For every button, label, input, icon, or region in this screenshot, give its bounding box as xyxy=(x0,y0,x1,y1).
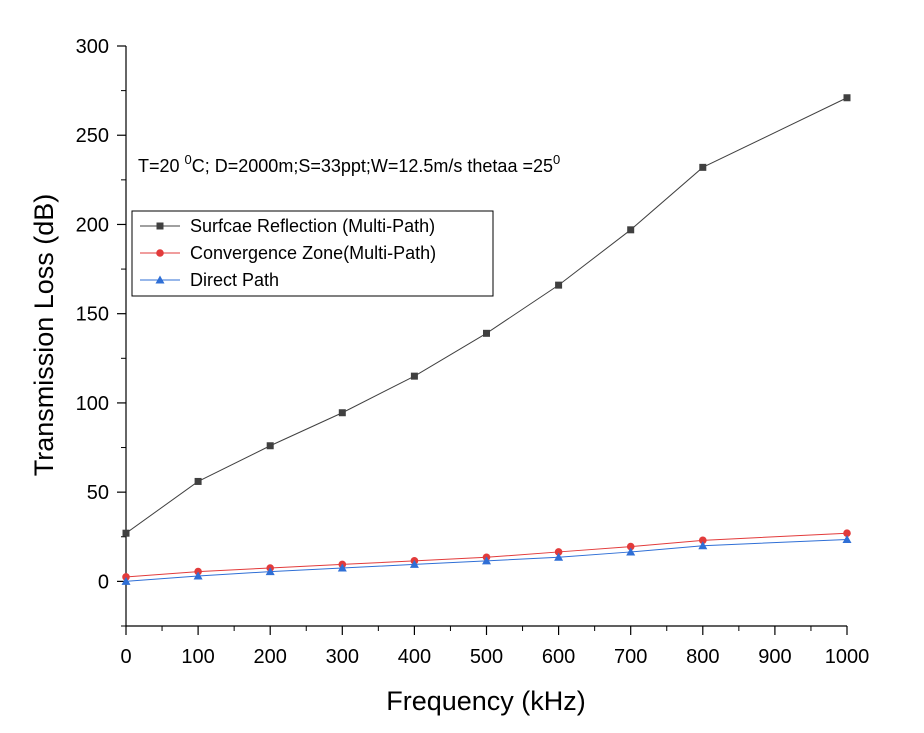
series-3-point xyxy=(193,571,203,580)
legend-marker-3 xyxy=(155,275,165,284)
x-tick-label: 1000 xyxy=(825,646,870,668)
y-axis-title: Transmission Loss (dB) xyxy=(29,194,59,477)
x-tick-label: 900 xyxy=(758,646,791,668)
x-tick-label: 600 xyxy=(542,646,575,668)
series-1-point xyxy=(122,529,130,537)
series-3-point xyxy=(121,576,131,585)
x-tick-label: 700 xyxy=(614,646,647,668)
series-3-point xyxy=(698,541,708,550)
series-2-line xyxy=(125,532,848,578)
x-tick-label: 200 xyxy=(254,646,287,668)
series-1 xyxy=(122,94,851,537)
annotation-superscript-1: 0 xyxy=(185,152,192,167)
y-tick-label: 0 xyxy=(98,571,109,593)
series-3-point xyxy=(842,534,852,543)
legend-marker-1 xyxy=(156,222,164,230)
legend: Surfcae Reflection (Multi-Path) Convergen… xyxy=(131,210,494,297)
legend-label-2: Convergence Zone(Multi-Path) xyxy=(190,243,436,263)
series-1-point xyxy=(699,163,707,171)
series-1-point xyxy=(555,281,563,289)
legend-box xyxy=(131,210,494,297)
x-tick-label: 800 xyxy=(686,646,719,668)
axes: 0 100 200 300 400 500 600 700 800 900 1000 0 50 100 15… xyxy=(76,36,870,668)
y-tick-label: 100 xyxy=(76,393,109,415)
series-2-point xyxy=(699,536,707,545)
x-tick-label: 500 xyxy=(470,646,503,668)
series-1-point xyxy=(843,94,851,102)
series-3-point xyxy=(482,556,491,565)
legend-label-3: Direct Path xyxy=(190,270,279,290)
series-1-line xyxy=(125,97,848,534)
series-2-point xyxy=(554,548,563,556)
y-tick-label: 300 xyxy=(76,36,109,58)
legend-marker-2 xyxy=(156,249,164,257)
series-1-point xyxy=(410,372,418,380)
x-tick-label: 300 xyxy=(326,646,359,668)
y-tick-label: 200 xyxy=(76,214,109,236)
annotation-superscript-2: 0 xyxy=(553,152,560,167)
series-1-point xyxy=(194,477,202,485)
y-tick-label: 150 xyxy=(76,304,109,326)
series-2-point xyxy=(843,529,851,537)
x-axis-title: Frequency (kHz) xyxy=(386,686,586,716)
annotation-middle: C; D=2000m;S=33ppt;W=12.5m/s thetaa =25 xyxy=(192,156,553,176)
series-3-point xyxy=(337,563,347,572)
x-tick-label: 0 xyxy=(120,646,131,668)
series-3-point xyxy=(554,552,564,561)
series-1-point xyxy=(483,329,490,337)
series-3-point xyxy=(265,567,275,576)
series-layer xyxy=(121,94,852,585)
series-3-line xyxy=(125,538,848,582)
annotation-prefix: T=20 xyxy=(138,156,185,176)
y-tick-label: 250 xyxy=(76,125,109,147)
series-1-point xyxy=(266,442,274,450)
series-2-point xyxy=(626,542,635,551)
series-3 xyxy=(121,534,852,585)
series-3-point xyxy=(409,559,419,568)
x-tick-label: 100 xyxy=(181,646,214,668)
x-tick-label: 400 xyxy=(398,646,431,668)
series-3-point xyxy=(626,547,636,556)
y-tick-label: 50 xyxy=(87,482,109,504)
series-2 xyxy=(122,529,851,581)
series-1-point xyxy=(627,226,635,234)
series-1-point xyxy=(338,409,346,417)
legend-label-1: Surfcae Reflection (Multi-Path) xyxy=(190,216,435,236)
chart-annotation: T=20 0C; D=2000m;S=33ppt;W=12.5m/s theta… xyxy=(138,152,560,176)
